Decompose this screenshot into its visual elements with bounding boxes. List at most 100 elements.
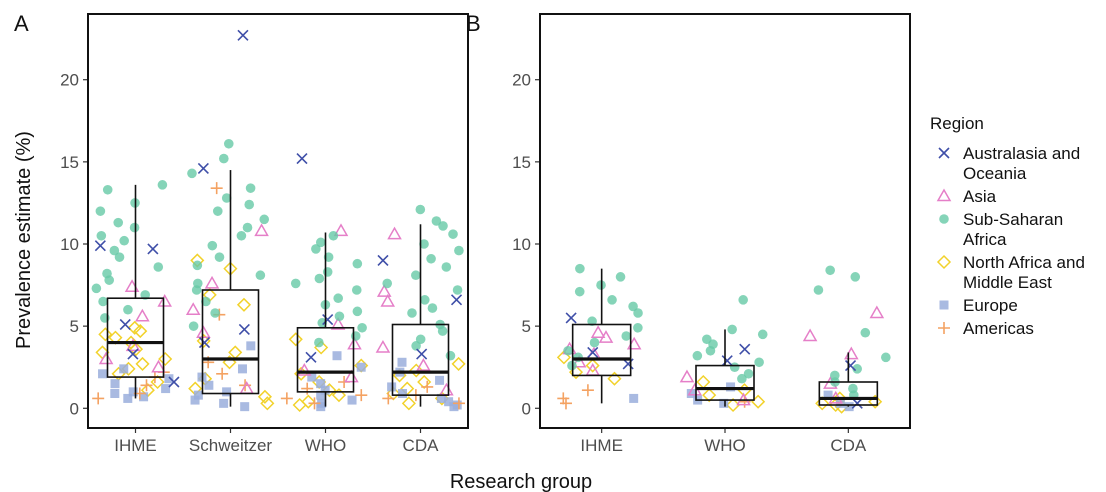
point-diamond <box>158 351 173 367</box>
point-x <box>198 337 211 349</box>
point-circle <box>573 352 583 363</box>
point-circle <box>587 316 597 327</box>
point-circle <box>589 337 600 348</box>
point-circle <box>290 278 301 289</box>
y-tick-label: 20 <box>60 71 79 90</box>
box-WHO <box>296 232 355 407</box>
point-triangle <box>585 362 601 376</box>
legend-key-x <box>938 147 950 159</box>
point-square <box>119 364 129 374</box>
x-tick-label: CDA <box>830 436 867 455</box>
point-diamond <box>696 374 711 390</box>
y-axis-title: Prevalence estimate (%) <box>13 131 35 349</box>
point-circle <box>314 273 325 284</box>
y-tick-label: 15 <box>60 153 79 172</box>
point-circle <box>113 217 124 228</box>
x-tick-label: WHO <box>704 436 746 455</box>
point-x <box>565 312 577 324</box>
point-triangle <box>151 359 166 373</box>
x-tick-label: IHME <box>580 436 623 455</box>
point-circle <box>411 341 421 351</box>
point-circle <box>212 206 223 216</box>
point-plus <box>210 182 223 195</box>
chart-panels: A 0 5 10 15 20 IHME Schweitzer WHO CDA B 0 5 10 15 20 IH… <box>14 11 911 455</box>
point-diamond <box>288 332 303 347</box>
box-iqr <box>201 289 260 395</box>
point-diamond <box>815 396 830 411</box>
point-circle <box>221 193 232 203</box>
point-circle <box>114 252 125 262</box>
point-circle <box>607 295 617 305</box>
y-tick-label: 5 <box>70 317 79 336</box>
point-triangle <box>375 339 391 353</box>
x-axis-title: Research group <box>450 471 592 492</box>
point-x <box>844 360 857 372</box>
point-circle <box>123 304 133 315</box>
point-circle <box>245 183 256 193</box>
point-circle <box>357 322 367 333</box>
point-circle <box>628 301 638 312</box>
point-diamond <box>451 356 466 371</box>
point-circle <box>825 265 835 276</box>
point-plus <box>216 367 229 380</box>
point-plus <box>308 397 321 410</box>
point-circle <box>445 350 456 361</box>
point-square <box>844 402 854 412</box>
point-triangle <box>185 302 201 315</box>
point-circle <box>454 245 464 256</box>
point-square <box>139 392 149 402</box>
point-circle <box>255 270 266 281</box>
point-x <box>305 351 317 363</box>
box-iqr <box>571 323 632 377</box>
point-circle <box>452 285 463 295</box>
point-square <box>123 393 133 403</box>
point-circle <box>153 262 164 272</box>
box-iqr <box>296 326 355 393</box>
point-x <box>416 348 428 360</box>
point-triangle <box>416 358 431 371</box>
point-circle <box>615 272 626 282</box>
point-circle <box>415 204 426 215</box>
point-circle <box>210 308 220 318</box>
point-circle <box>109 245 120 256</box>
y-tick-label: 0 <box>70 399 79 418</box>
legend-label: Americas <box>963 319 1034 338</box>
point-circle <box>129 222 140 233</box>
point-triangle <box>330 316 346 330</box>
point-x <box>739 343 751 355</box>
point-square <box>686 389 696 398</box>
point-square <box>332 351 342 361</box>
point-circle <box>98 296 108 307</box>
point-circle <box>881 352 891 363</box>
x-tick-label: WHO <box>305 436 347 455</box>
point-diamond <box>607 371 622 386</box>
point-circle <box>96 230 107 241</box>
point-circle <box>426 253 436 264</box>
point-triangle <box>347 336 362 350</box>
point-circle <box>757 329 768 340</box>
x-tick-label: IHME <box>114 436 157 455</box>
point-triangle <box>344 369 359 383</box>
point-circle <box>574 286 585 297</box>
legend-key-triangle <box>936 188 952 202</box>
point-square <box>190 395 200 405</box>
point-circle <box>727 324 737 335</box>
point-diamond <box>585 358 600 373</box>
box-iqr <box>818 381 879 406</box>
point-square <box>316 379 326 389</box>
point-triangle <box>204 275 220 289</box>
point-circle <box>438 221 448 231</box>
panel-frame <box>539 13 911 429</box>
point-x <box>377 254 389 266</box>
point-circle <box>692 350 703 361</box>
point-square <box>436 393 446 403</box>
point-plus <box>301 382 314 395</box>
panel-A: A 0 5 10 15 20 IHME Schweitzer WHO CDA <box>14 11 469 455</box>
point-circle <box>207 240 218 251</box>
point-circle <box>201 296 211 307</box>
point-plus <box>452 397 465 410</box>
point-circle <box>705 345 716 356</box>
legend-label: Europe <box>963 296 1018 315</box>
